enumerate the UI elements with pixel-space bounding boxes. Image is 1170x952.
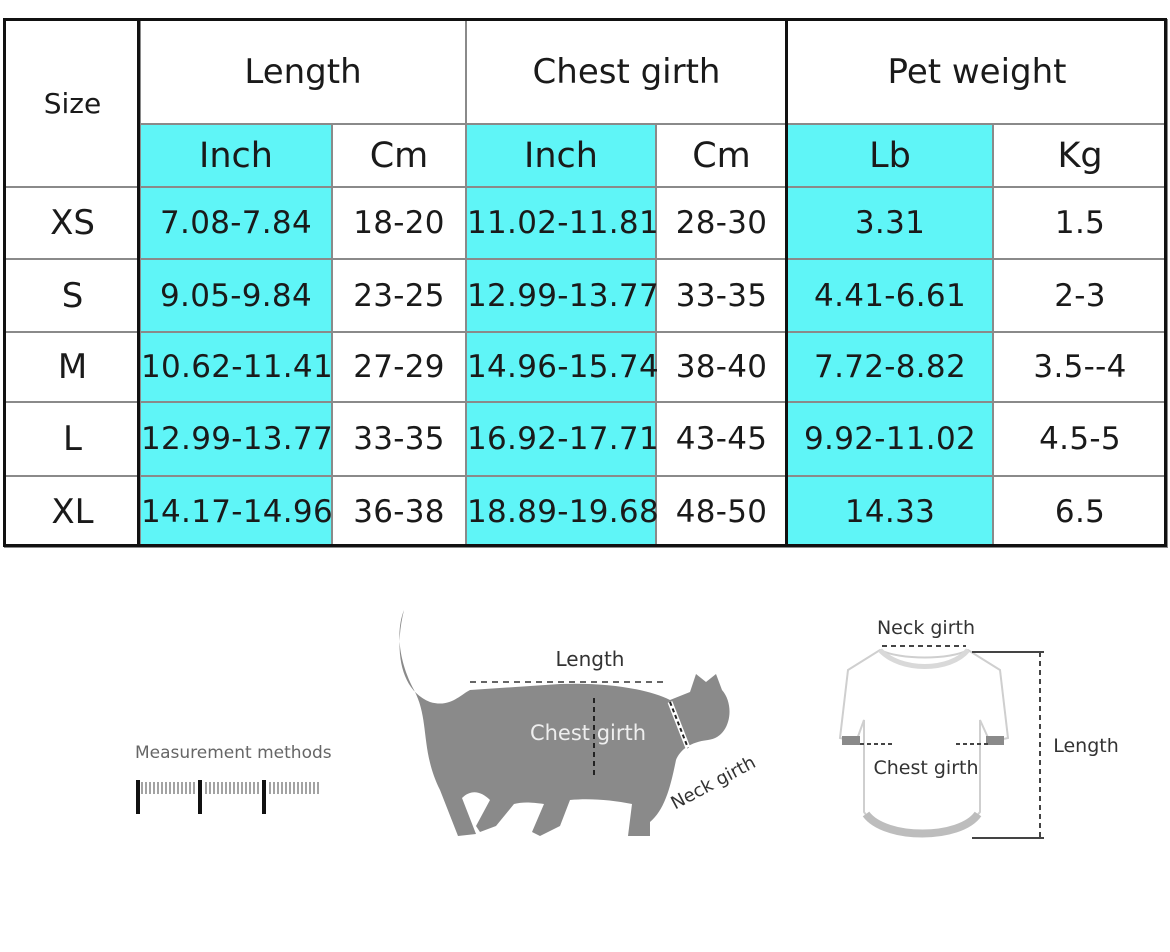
- pet-weight-group-header: Pet weight: [786, 19, 1169, 125]
- size-label: S: [4, 258, 141, 333]
- weight-kg-cell: 4.5-5: [992, 401, 1169, 477]
- size-label: XL: [4, 475, 141, 548]
- measurement-methods-label: Measurement methods: [135, 743, 332, 763]
- chest-cm-cell: 38-40: [654, 331, 789, 403]
- chest-cm-cell: 33-35: [654, 258, 789, 333]
- chest-inch-cell: 18.89-19.68: [465, 475, 659, 548]
- size-header: Size: [4, 19, 141, 188]
- weight-kg-cell: 3.5--4: [992, 331, 1169, 403]
- length-inch-header: Inch: [139, 123, 333, 188]
- chest-inch-cell: 12.99-13.77: [465, 258, 659, 333]
- weight-lb-cell: 4.41-6.61: [786, 258, 995, 333]
- length-cm-cell: 18-20: [331, 186, 467, 260]
- chest-inch-cell: 14.96-15.74: [465, 331, 659, 403]
- cat-icon: [399, 610, 730, 836]
- length-cm-cell: 27-29: [331, 331, 467, 403]
- size-label: M: [4, 331, 141, 403]
- cat-chest-girth-label: Chest girth: [530, 721, 646, 745]
- weight-lb-cell: 3.31: [786, 186, 995, 260]
- size-label: XS: [4, 186, 141, 260]
- length-cm-cell: 23-25: [331, 258, 467, 333]
- cat-neck-girth-label: Neck girth: [667, 752, 759, 814]
- shirt-chest-girth-label: Chest girth: [873, 757, 978, 779]
- length-inch-cell: 14.17-14.96: [139, 475, 333, 548]
- weight-kg-cell: 6.5: [992, 475, 1169, 548]
- size-chart-table: Size Length Chest girth Pet weight Inch …: [4, 19, 1169, 548]
- length-cm-cell: 33-35: [331, 401, 467, 477]
- chest-girth-group-header: Chest girth: [464, 19, 789, 125]
- shirt-icon: [838, 648, 1010, 838]
- table-row: M 10.62-11.41 27-29 14.96-15.74 38-40 7.…: [4, 331, 1169, 403]
- weight-lb-cell: 9.92-11.02: [786, 401, 995, 477]
- table-row: XL 14.17-14.96 36-38 18.89-19.68 48-50 1…: [4, 475, 1169, 548]
- length-group-header: Length: [139, 19, 467, 125]
- length-cm-cell: 36-38: [331, 475, 467, 548]
- length-inch-cell: 10.62-11.41: [139, 331, 333, 403]
- chest-cm-cell: 48-50: [654, 475, 789, 548]
- weight-lb-header: Lb: [786, 123, 995, 188]
- measurement-illustration: Measurement methods Length Chest girth N…: [135, 610, 1119, 839]
- weight-lb-cell: 14.33: [786, 475, 995, 548]
- ruler-icon: Measurement methods: [135, 743, 332, 814]
- length-cm-header: Cm: [331, 123, 467, 188]
- chest-cm-cell: 43-45: [654, 401, 789, 477]
- table-row: L 12.99-13.77 33-35 16.92-17.71 43-45 9.…: [4, 401, 1169, 477]
- weight-kg-header: Kg: [992, 123, 1169, 188]
- shirt-neck-girth-label: Neck girth: [877, 617, 975, 639]
- length-inch-cell: 12.99-13.77: [139, 401, 333, 477]
- length-inch-cell: 9.05-9.84: [139, 258, 333, 333]
- chest-inch-header: Inch: [465, 123, 657, 188]
- cat-length-label: Length: [556, 647, 625, 671]
- table-row: S 9.05-9.84 23-25 12.99-13.77 33-35 4.41…: [4, 258, 1169, 333]
- table-row: XS 7.08-7.84 18-20 11.02-11.81 28-30 3.3…: [4, 186, 1169, 260]
- weight-lb-cell: 7.72-8.82: [786, 331, 995, 403]
- length-inch-cell: 7.08-7.84: [139, 186, 333, 260]
- weight-kg-cell: 1.5: [992, 186, 1169, 260]
- chest-inch-cell: 16.92-17.71: [465, 401, 659, 477]
- weight-kg-cell: 2-3: [992, 258, 1169, 333]
- size-label: L: [4, 401, 141, 477]
- chest-cm-header: Cm: [654, 123, 789, 188]
- shirt-length-label: Length: [1053, 735, 1119, 757]
- chest-cm-cell: 28-30: [654, 186, 789, 260]
- chest-inch-cell: 11.02-11.81: [465, 186, 659, 260]
